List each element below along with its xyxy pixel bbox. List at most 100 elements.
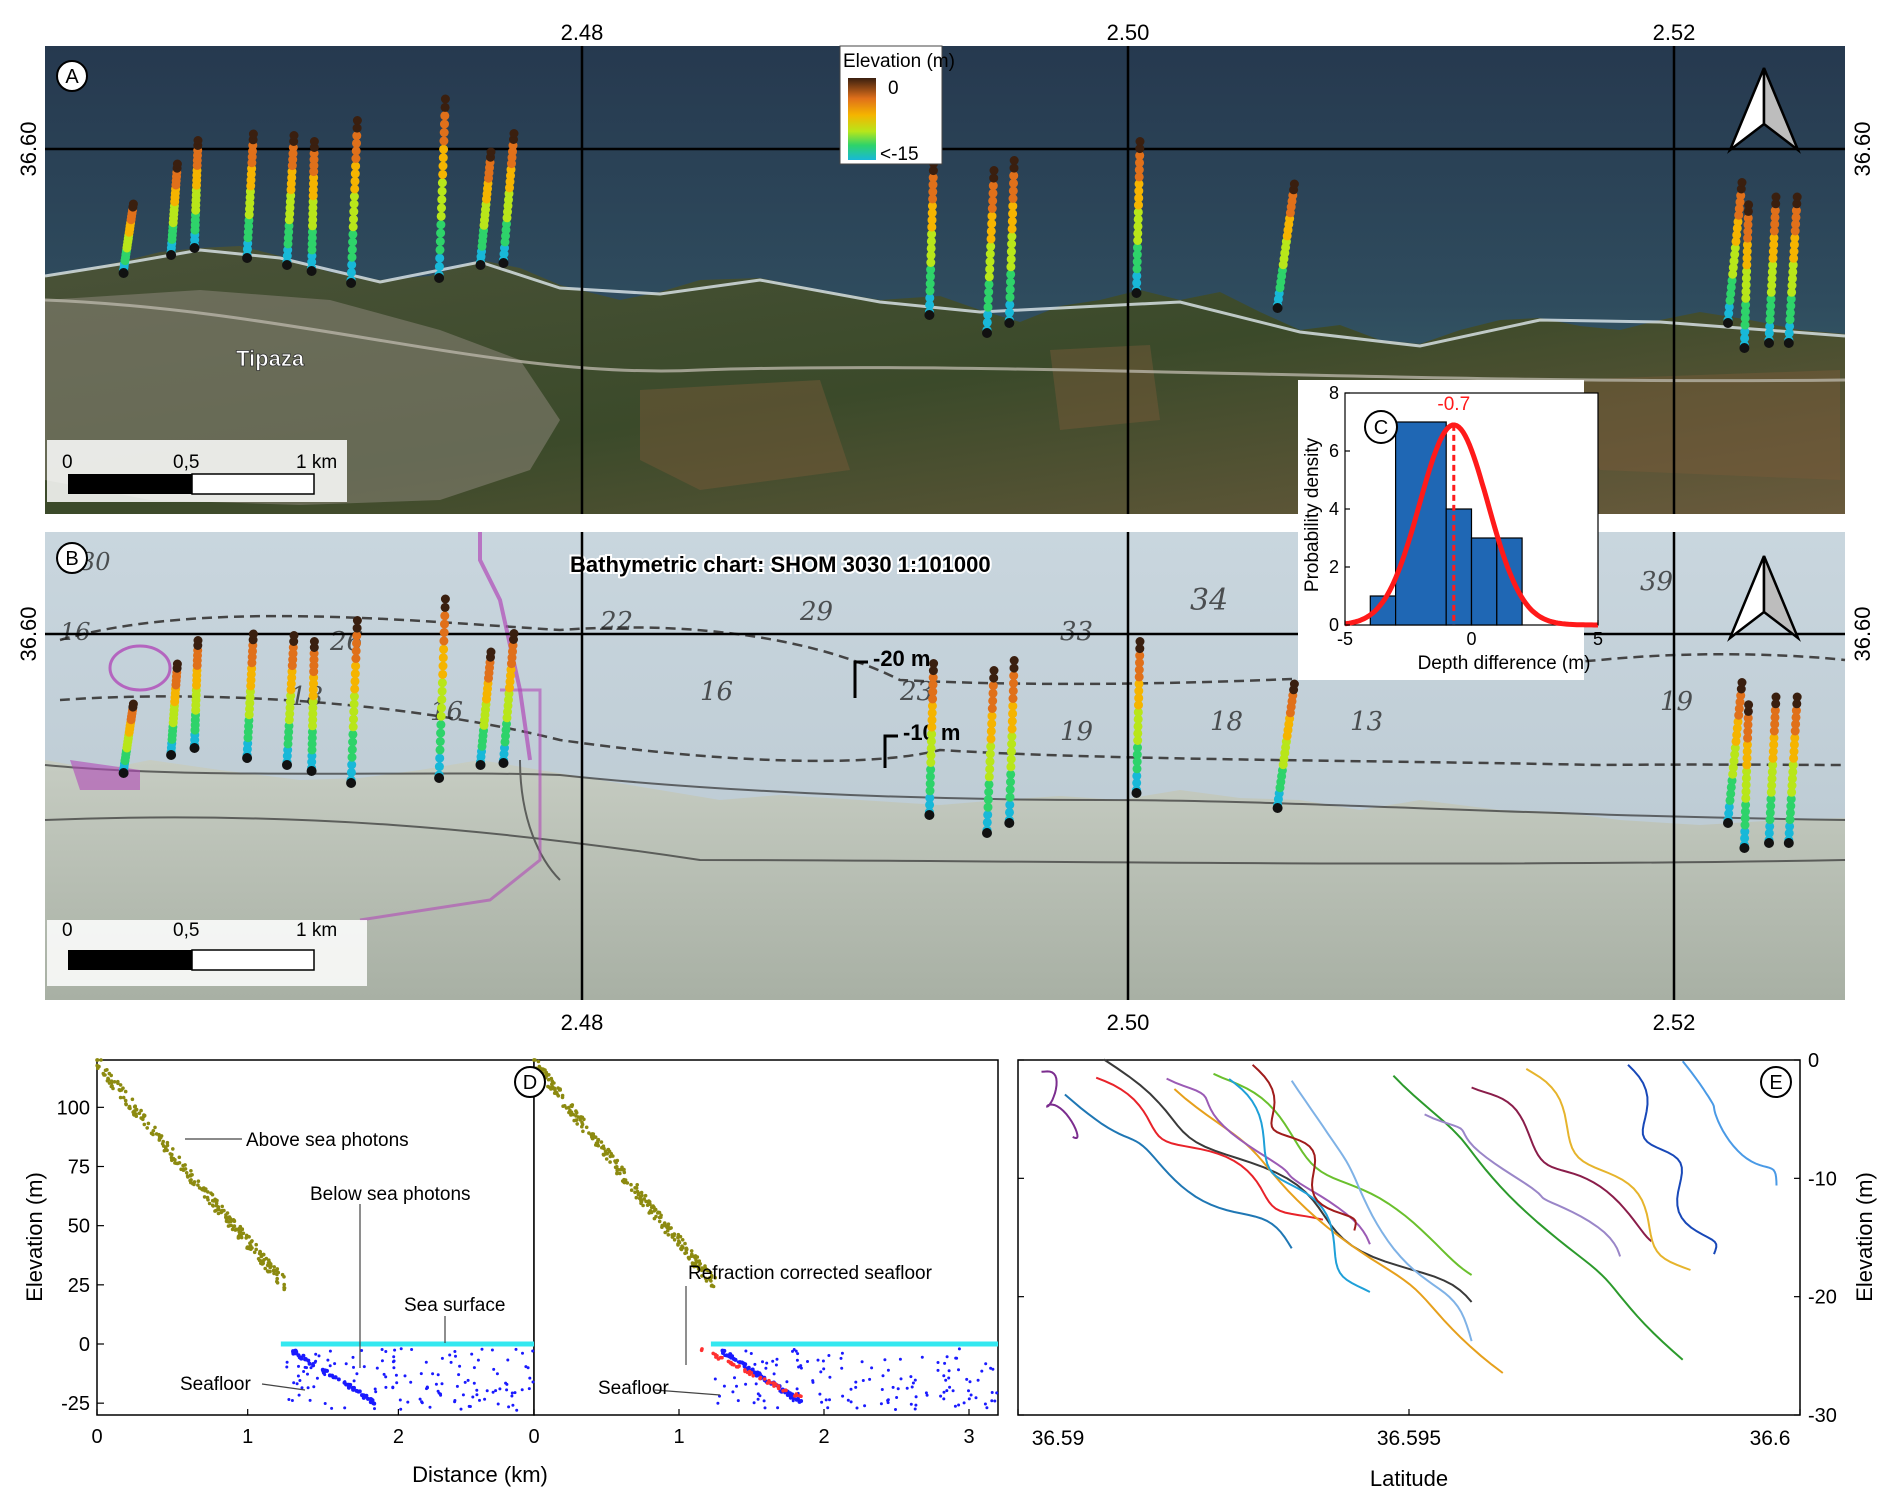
annotation-sea-surface: Sea surface (404, 1295, 505, 1316)
below-sea-photon (943, 1361, 947, 1365)
icesat-point (1728, 769, 1738, 779)
icesat-point (1135, 637, 1145, 646)
panel-d-left-axes (96, 1059, 535, 1416)
below-sea-photon (453, 1350, 457, 1353)
below-sea-photon (820, 1400, 824, 1404)
below-sea-photon (936, 1361, 940, 1364)
land-photon (227, 1215, 232, 1219)
icesat-point (928, 194, 938, 204)
icesat-point (1768, 760, 1778, 770)
seafloor-photon (325, 1368, 329, 1373)
icesat-track-end (1783, 338, 1794, 348)
below-sea-photon (731, 1390, 735, 1394)
panel-c-xlabel: Depth difference (m) (1418, 653, 1591, 674)
land-photon (154, 1132, 159, 1136)
icesat-point (1135, 144, 1145, 154)
icesat-point (1767, 267, 1777, 277)
land-photon (177, 1155, 182, 1160)
land-photon (608, 1160, 612, 1164)
icesat-point (1133, 214, 1143, 224)
land-photon (118, 1083, 123, 1087)
corrected-seafloor-photon (794, 1392, 799, 1396)
seafloor-profile-line (1064, 1093, 1293, 1249)
land-photon (161, 1144, 166, 1148)
icesat-track-end (434, 773, 445, 783)
icesat-point (352, 138, 361, 148)
icesat-point (1133, 743, 1142, 753)
icesat-track-end (475, 260, 486, 270)
below-sea-photon (806, 1360, 809, 1363)
below-sea-photon (419, 1372, 423, 1376)
below-sea-photon (504, 1381, 508, 1385)
icesat-point (1733, 717, 1743, 727)
icesat-point (1132, 771, 1142, 781)
below-sea-photon (352, 1365, 355, 1369)
below-sea-photon (384, 1350, 388, 1353)
icesat-point (439, 136, 449, 146)
icesat-track-end (982, 328, 992, 338)
land-photon (202, 1195, 207, 1199)
icesat-point (1132, 764, 1142, 774)
corrected-seafloor-photon (734, 1365, 739, 1369)
land-photon (168, 1152, 173, 1156)
icesat-point (437, 686, 447, 696)
below-sea-photon (392, 1355, 396, 1359)
land-photon (611, 1154, 615, 1158)
land-photon (541, 1067, 546, 1072)
icesat-point (1006, 762, 1016, 772)
below-sea-photon (860, 1360, 864, 1364)
land-photon (556, 1094, 561, 1098)
land-photon (707, 1276, 711, 1281)
icesat-track-end (189, 243, 200, 253)
below-sea-photon (290, 1399, 294, 1402)
land-photon (132, 1105, 137, 1109)
icesat-point (926, 243, 936, 253)
land-photon (210, 1192, 215, 1197)
icesat-point (1134, 679, 1144, 689)
icesat-point (982, 817, 992, 827)
land-photon (121, 1095, 126, 1100)
icesat-point (349, 714, 358, 724)
land-photon (165, 1140, 170, 1145)
icesat-point (927, 701, 937, 711)
icesat-point (1006, 277, 1015, 287)
seafloor-photon (794, 1397, 799, 1402)
below-sea-photon (896, 1387, 900, 1391)
below-sea-photon (306, 1386, 310, 1390)
land-photon (216, 1211, 221, 1216)
icesat-point (1134, 665, 1144, 675)
icesat-point (1135, 651, 1145, 661)
below-sea-photon (839, 1356, 843, 1360)
icesat-point (984, 779, 994, 789)
below-sea-photon (945, 1355, 949, 1359)
icesat-point (1736, 191, 1746, 201)
icesat-point (1741, 300, 1751, 310)
seafloor-photon (752, 1370, 757, 1375)
icesat-point (486, 147, 496, 157)
icesat-point (988, 696, 998, 706)
annotation-above-sea: Above sea photons (246, 1130, 409, 1151)
icesat-point (984, 272, 994, 282)
below-sea-photon (756, 1392, 760, 1396)
icesat-point (1743, 727, 1753, 736)
icesat-point (1742, 767, 1752, 776)
icesat-point (927, 708, 937, 718)
panel-e-badge (1760, 1066, 1792, 1098)
below-sea-photon (870, 1366, 874, 1370)
below-sea-photon (762, 1399, 766, 1403)
land-photon (636, 1192, 641, 1197)
land-photon (635, 1183, 639, 1187)
below-sea-photon (754, 1382, 758, 1386)
below-sea-photon (420, 1400, 424, 1404)
below-sea-photon (722, 1384, 726, 1388)
icesat-point (486, 647, 496, 657)
icesat-point (1735, 197, 1745, 207)
land-photon (657, 1210, 662, 1215)
below-sea-photon (440, 1382, 444, 1386)
below-sea-photon (826, 1406, 830, 1410)
seafloor-photon (311, 1363, 316, 1368)
icesat-point (1740, 333, 1750, 343)
below-sea-photon (911, 1381, 915, 1385)
land-photon (663, 1230, 667, 1235)
icesat-track-end (924, 810, 935, 820)
